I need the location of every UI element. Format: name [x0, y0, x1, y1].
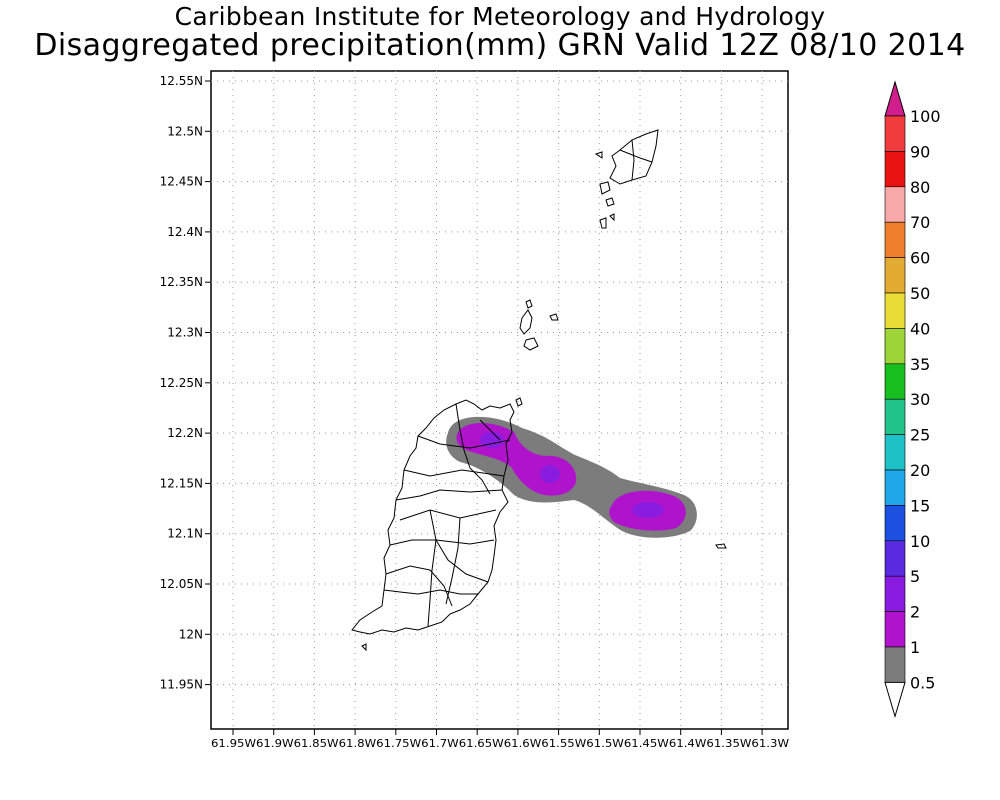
lat-tick-label: 12.4N: [167, 225, 203, 239]
colorbar-swatch: [884, 221, 906, 258]
lat-tick-label: 12.1N: [167, 527, 203, 541]
colorbar-swatch: [884, 186, 906, 223]
colorbar-label: 35: [910, 355, 930, 374]
parish-boundary: [395, 489, 503, 501]
parish-boundary: [427, 509, 437, 627]
colorbar-label: 40: [910, 319, 930, 338]
colorbar-swatch: [884, 151, 906, 188]
colorbar-label: 100: [910, 107, 941, 126]
parish-boundary: [479, 419, 501, 441]
lat-tick-label: 11.95N: [160, 678, 203, 692]
lat-tick-label: 12.45N: [160, 175, 203, 189]
colorbar-swatch: [884, 115, 906, 152]
colorbar-swatch: [884, 540, 906, 577]
islet-coastline: [361, 643, 367, 652]
parish-boundary: [383, 589, 478, 595]
union-island-coastline: [609, 129, 659, 185]
colorbar-label: 80: [910, 178, 930, 197]
carriacou-coastline: [519, 309, 533, 335]
parish-boundary: [631, 139, 635, 181]
colorbar-label: 10: [910, 532, 930, 551]
lat-tick-label: 12N: [179, 627, 203, 641]
lat-tick-label: 12.3N: [167, 326, 203, 340]
colorbar-swatch: [884, 575, 906, 612]
parish-boundary: [445, 517, 461, 605]
colorbar-label: 20: [910, 461, 930, 480]
colorbar-label: 2: [910, 603, 920, 622]
islet-coastline: [549, 313, 559, 321]
colorbar-bottom-arrow: [884, 681, 906, 719]
small-islets: [361, 397, 727, 652]
colorbar-label: 1: [910, 638, 920, 657]
precip-core-2-5mm-2: [540, 465, 560, 483]
precip-core-2-5mm-3: [632, 502, 664, 518]
parish-boundary: [435, 539, 489, 583]
islet-coastline: [594, 151, 603, 159]
colorbar-swatch: [884, 257, 906, 294]
colorbar-swatch: [884, 398, 906, 435]
islet-coastline: [605, 197, 615, 207]
chart-title: Caribbean Institute for Meteorology and …: [174, 2, 826, 31]
colorbar: 100 90 80 70 60 50 40 35 30 25 20 15 10 5 2 1 0.5: [884, 80, 941, 719]
colorbar-swatch: [884, 505, 906, 542]
islet-coastline: [525, 299, 533, 309]
lat-tick-label: 12.55N: [160, 74, 203, 88]
parish-boundary: [619, 149, 653, 163]
islet-coastline: [515, 397, 523, 407]
islet-coastline: [523, 337, 539, 351]
precip-core-2-5mm: [480, 432, 504, 448]
parish-boundary: [455, 403, 471, 469]
parish-boundary: [429, 569, 453, 607]
colorbar-swatch: [884, 434, 906, 471]
colorbar-label: 90: [910, 142, 930, 161]
lat-tick-label: 12.25N: [160, 376, 203, 390]
colorbar-swatch: [884, 646, 906, 683]
parish-boundary: [417, 435, 511, 449]
lat-tick-label: 12.5N: [167, 124, 203, 138]
chart-subtitle: Disaggregated precipitation(mm) GRN Vali…: [34, 28, 966, 63]
grenada-coastline: [351, 399, 515, 635]
colorbar-label: 60: [910, 249, 930, 268]
colorbar-label: 25: [910, 426, 930, 445]
lat-tick-label: 12.15N: [160, 476, 203, 490]
colorbar-label: 70: [910, 213, 930, 232]
islet-coastline: [609, 213, 615, 222]
precipitation-field: [446, 416, 697, 538]
colorbar-swatch: [884, 328, 906, 365]
lat-tick-label: 12.35N: [160, 275, 203, 289]
lat-tick-label: 12.2N: [167, 426, 203, 440]
colorbar-label: 15: [910, 496, 930, 515]
parish-boundary: [403, 469, 505, 477]
parish-boundary: [469, 467, 491, 495]
colorbar-swatch: [884, 363, 906, 400]
colorbar-swatch: [884, 469, 906, 506]
islet-coastline: [599, 181, 611, 195]
colorbar-label: 0.5: [910, 673, 935, 692]
islet-coastline: [715, 543, 727, 549]
parish-boundary: [399, 509, 497, 521]
latitude-axis-labels: 12.55N 12.5N 12.45N 12.4N 12.35N 12.3N 12.25N 1…: [160, 74, 211, 692]
longitude-axis-labels: 61.95W61.9W61.85W61.8W61.75W61.7W61.65W6…: [211, 737, 789, 750]
colorbar-label: 30: [910, 390, 930, 409]
colorbar-label: 50: [910, 284, 930, 303]
colorbar-top-arrow: [884, 80, 906, 117]
lat-tick-label: 12.05N: [160, 577, 203, 591]
islet-coastline: [599, 217, 607, 229]
northern-grenadines: [594, 129, 659, 229]
grenada-island: [351, 399, 515, 635]
colorbar-label: 5: [910, 567, 920, 586]
carriacou-island: [519, 299, 559, 351]
parish-boundary: [385, 565, 431, 575]
map-plot-area: [210, 70, 789, 730]
colorbar-swatch: [884, 611, 906, 648]
colorbar-swatch: [884, 292, 906, 329]
